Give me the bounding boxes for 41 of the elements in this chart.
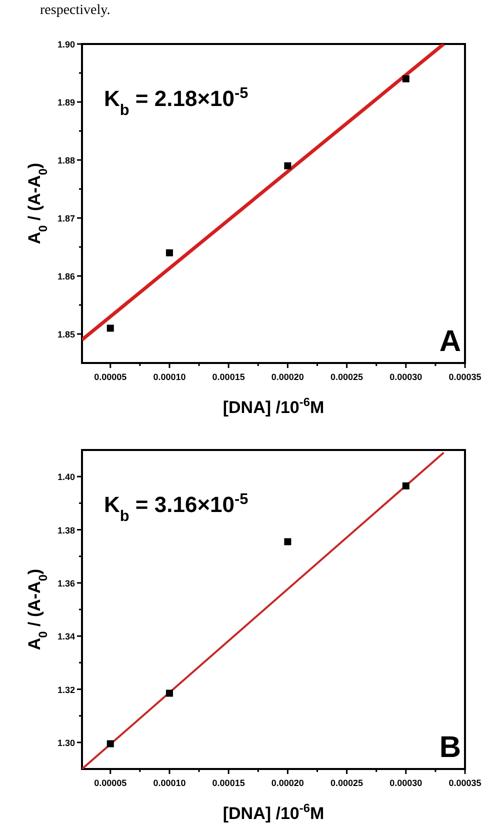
point	[106, 740, 114, 748]
y-tick-label: 1.38	[57, 525, 75, 536]
x-tick-label: 0.00005	[94, 778, 127, 788]
annotation: K$_{b}$ = 2.18×10$^{-5}$	[104, 84, 249, 118]
y-tick-label: 1.30	[57, 738, 75, 748]
point	[402, 482, 410, 490]
x-tick-label: 0.00005	[94, 372, 127, 382]
x-tick-label: 0.00035	[448, 372, 482, 382]
y-tick-label: 1.86	[57, 272, 75, 282]
y-tick-label: 1.32	[57, 684, 75, 695]
x-tick-label: 0.00015	[212, 778, 245, 788]
x-tick-label: 0.00035	[448, 778, 482, 788]
point	[166, 249, 173, 256]
x-tick-label: 0.00020	[271, 372, 304, 382]
x-tick-label: 0.00010	[153, 372, 186, 382]
point	[166, 690, 173, 697]
y-tick-label: 1.90	[57, 40, 75, 50]
x-tick-label: 0.00010	[153, 778, 186, 788]
text: respectively.	[40, 3, 110, 18]
y-tick-label: 1.85	[57, 330, 75, 340]
point	[106, 324, 114, 332]
y-tick-label: 1.89	[57, 98, 75, 108]
x-axis-title: [DNA] /10$^{-6}$M	[222, 801, 324, 823]
x-tick-label: 0.00030	[390, 372, 422, 382]
annotation: K$_{b}$ = 3.16×10$^{-5}$	[104, 490, 249, 524]
annotation: A	[439, 325, 461, 358]
point	[402, 75, 410, 82]
annotation: B	[439, 731, 461, 764]
x-tick-label: 0.00020	[271, 778, 304, 788]
y-tick-label: 1.36	[57, 578, 75, 588]
x-tick-label: 0.00025	[330, 372, 364, 382]
x-tick-label: 0.00030	[390, 778, 422, 788]
y-tick-label: 1.40	[57, 472, 75, 482]
y-tick-label: 1.87	[57, 214, 75, 224]
x-tick-label: 0.00015	[212, 372, 245, 382]
y-tick-label: 1.34	[57, 632, 75, 642]
x-tick-label: 0.00025	[330, 778, 364, 788]
x-axis-title: [DNA] /10$^{-6}$M	[222, 395, 324, 417]
point	[284, 538, 292, 546]
point	[284, 162, 292, 170]
y-tick-label: 1.88	[57, 156, 75, 166]
